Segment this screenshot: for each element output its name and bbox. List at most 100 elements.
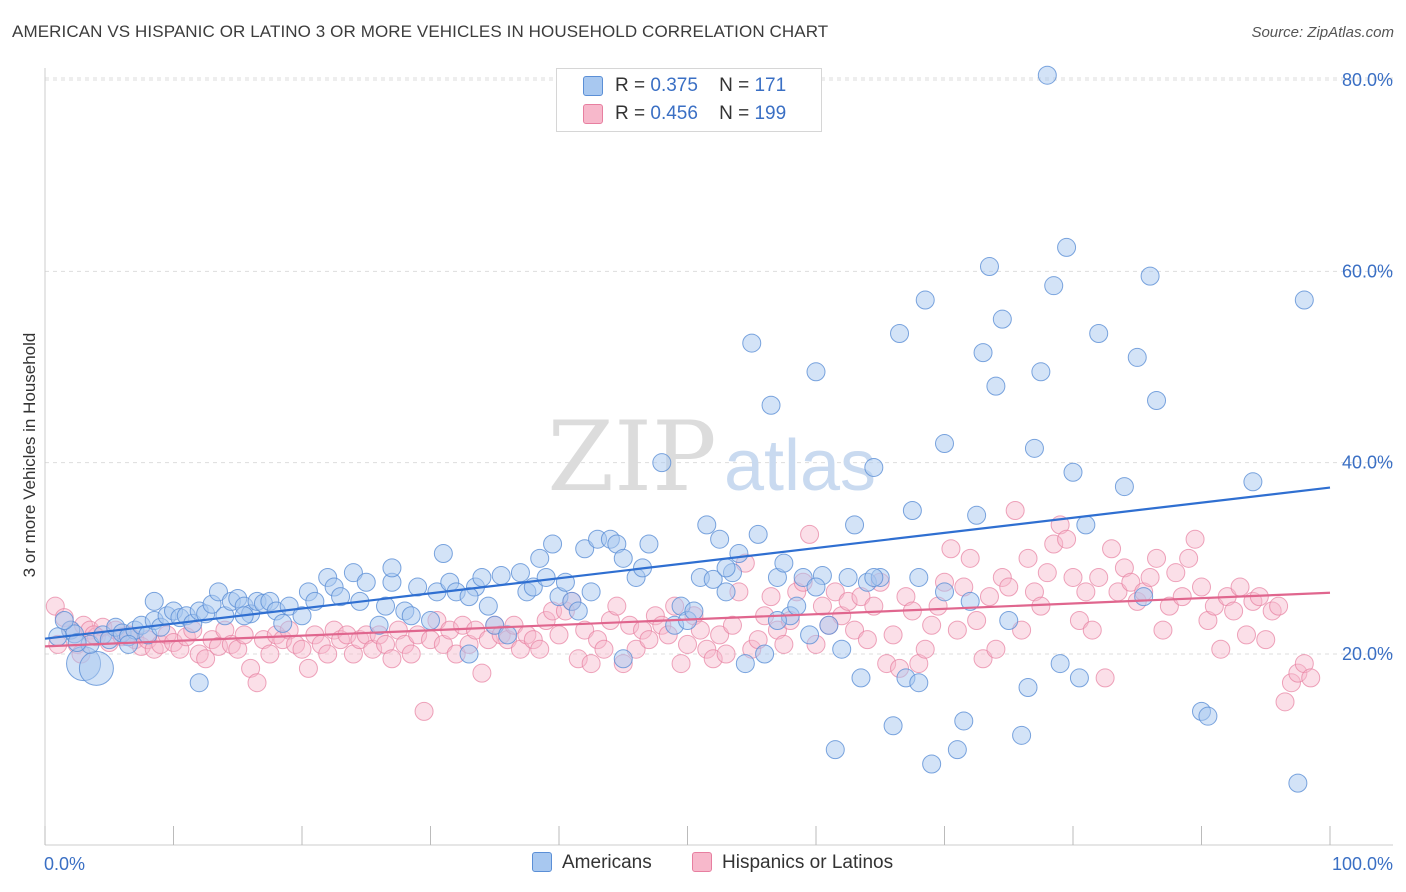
americans-point [613,548,633,568]
hispanics-point [1166,563,1186,583]
hispanics-point [196,649,216,669]
hispanics-point [382,649,402,669]
watermark: ZIP atlas [547,401,876,513]
americans-point [331,587,351,607]
americans-point [408,577,428,597]
americans-n-value: 171 [754,75,787,96]
americans-point [119,634,139,654]
americans-point [613,649,633,669]
hispanics-point [241,658,261,678]
hispanics-point [973,649,993,669]
hispanics-point [1114,558,1134,578]
americans-r-value: 0.375 [650,75,698,96]
americans-point [1050,654,1070,674]
hispanics-point [979,587,999,607]
hispanics-point [1082,620,1102,640]
hispanics-point [1192,577,1211,597]
hispanics-point [228,639,248,659]
hispanics-point [1224,601,1244,621]
hispanics-point [825,582,845,602]
americans-point [568,601,588,621]
hispanics-legend-swatch [692,852,712,872]
hispanics-n-value: 199 [754,103,787,124]
americans-point [1024,438,1044,458]
americans-point [343,563,363,583]
hispanics-point [1037,563,1057,583]
americans-point [838,567,858,587]
americans-legend-swatch [532,852,552,872]
americans-point [1044,276,1064,296]
hispanics-point [1256,630,1276,650]
americans-point [54,611,74,631]
hispanics-point [1172,587,1192,607]
trend-lines [44,486,1331,648]
americans-point [999,611,1019,631]
americans-point [902,501,922,520]
americans-point [864,567,884,587]
x-tick-label: 100.0% [1332,854,1393,874]
americans-point [716,582,736,602]
americans-point [1057,237,1077,257]
hispanics-point [626,639,646,659]
hispanics-point [845,620,865,640]
americans-legend-label: Americans [562,852,652,873]
hispanics-point [253,630,273,650]
hispanics-point [1153,620,1173,640]
tick-labels: 20.0% 40.0% 60.0% 80.0% 0.0% 100.0% [44,70,1393,874]
hispanics-point [947,620,967,640]
americans-point [761,395,781,415]
americans-point [806,362,826,382]
bottom-legend-americans: Americans [532,851,652,875]
americans-point [909,673,929,693]
hispanics-point [298,658,318,678]
americans-point [845,515,865,535]
hispanics-point [292,639,312,659]
hispanics-point [896,587,916,607]
americans-point [1127,347,1147,367]
hispanics-point [1159,596,1179,616]
americans-point [639,534,659,554]
hispanics-point [1063,567,1083,587]
hispanics-point [1269,596,1289,616]
hispanics-point [710,625,730,645]
hispanics-point [523,630,543,650]
americans-point [684,601,704,621]
americans-point [954,711,974,731]
hispanics-point [234,625,254,645]
hispanics-point [909,654,929,674]
americans-point [935,434,954,454]
x-tick-label: 0.0% [44,854,85,874]
watermark-zip: ZIP [547,401,716,513]
americans-point [922,754,942,774]
americans-point [273,613,293,633]
americans-point [369,615,389,635]
hispanics-point [1024,582,1044,602]
americans-point [376,596,396,616]
hispanics-point [1140,567,1160,587]
hispanics-point [1275,692,1295,712]
hispanics-point [414,701,434,721]
hispanics-point [363,639,383,659]
hispanics-point [568,649,588,669]
hispanics-point [247,673,267,693]
hispanics-point [376,634,396,654]
americans-point [697,515,717,535]
hispanics-point [530,639,550,659]
americans-point [1134,587,1154,607]
y-tick-label: 60.0% [1342,261,1393,281]
hispanics-point [433,634,453,654]
americans-point [1288,773,1308,793]
hispanics-point [1211,639,1231,659]
americans-point [652,453,672,473]
hispanics-point [318,644,338,664]
americans-point [986,376,1006,396]
americans-point [581,582,601,602]
americans-point [767,611,787,631]
hispanics-point [1301,668,1321,688]
americans-point [716,558,736,578]
y-tick-label: 40.0% [1342,453,1393,473]
americans-trend-line [44,486,1331,640]
hispanics-point [1005,501,1025,520]
americans-point [401,606,421,626]
